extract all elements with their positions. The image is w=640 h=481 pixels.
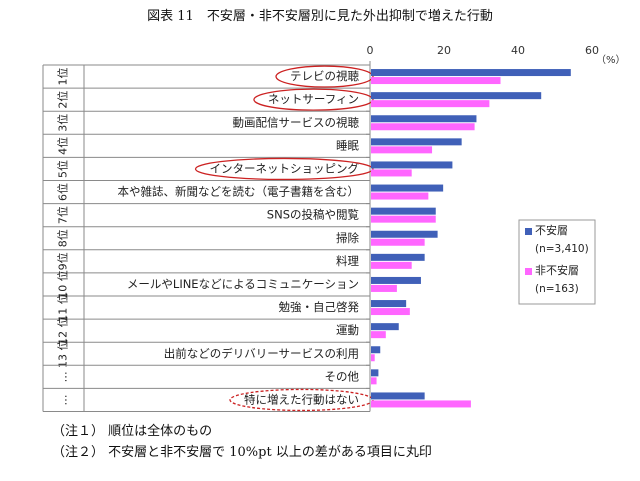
bar-series2 xyxy=(371,77,501,85)
bar-series2 xyxy=(371,284,397,292)
legend-series-n: (n=3,410) xyxy=(535,243,589,255)
bar-series2 xyxy=(371,169,412,177)
bar-series2 xyxy=(371,123,475,131)
rank-label: 3位 xyxy=(56,114,70,132)
bar-series2 xyxy=(371,146,433,154)
x-tick-label-3: 60 xyxy=(585,44,599,57)
rank-label: … xyxy=(57,394,70,405)
rank-label: 6位 xyxy=(56,183,70,201)
legend-series-n: (n=163) xyxy=(535,283,579,295)
rank-label: … xyxy=(57,371,70,382)
bar-series2 xyxy=(371,192,429,200)
bar-series1 xyxy=(371,300,407,308)
rank-label: 13 位 xyxy=(56,340,70,369)
note-2: （注２） 不安層と非不安層で 10%pt 以上の差がある項目に丸印 xyxy=(52,445,432,460)
legend-series-name: 非不安層 xyxy=(535,263,579,277)
bar-series2 xyxy=(371,331,386,339)
rank-label: 7位 xyxy=(56,206,70,224)
category-label: 本や雑誌、新聞などを読む（電子書籍を含む） xyxy=(118,185,360,199)
note-1: （注１） 順位は全体のもの xyxy=(52,424,213,439)
rank-label: 8位 xyxy=(56,229,70,247)
rank-label: 9位 xyxy=(56,252,70,270)
bar-series2 xyxy=(371,100,490,108)
rank-label: 4位 xyxy=(56,137,70,155)
rank-label: 5位 xyxy=(56,160,70,178)
highlight-ellipse xyxy=(194,157,374,181)
category-label: 勉強・自己啓発 xyxy=(279,300,360,314)
category-label: テレビの視聴 xyxy=(290,69,359,83)
bar-series1 xyxy=(371,207,436,215)
bar-series1 xyxy=(371,161,453,169)
bar-series2 xyxy=(371,238,425,246)
rank-label: 2位 xyxy=(56,91,70,109)
category-label: 睡眠 xyxy=(336,138,359,152)
category-label: メールやLINEなどによるコミュニケーション xyxy=(127,277,359,291)
x-tick-label-0: 0 xyxy=(367,44,374,57)
bar-series2 xyxy=(371,215,436,223)
rank-label: 10 位 xyxy=(56,270,70,299)
bar-series1 xyxy=(371,230,438,238)
category-label: インターネットショッピング xyxy=(210,161,360,175)
highlight-ellipse xyxy=(275,65,374,88)
category-label: 運動 xyxy=(336,323,359,337)
bar-series1 xyxy=(371,69,571,77)
category-label: SNSの投稿や閲覧 xyxy=(267,208,359,222)
rank-label: 1位 xyxy=(56,68,70,86)
category-label: 特に増えた行動はない xyxy=(244,392,359,406)
chart: 図表 11 不安層・非不安層別に見た外出抑制で増えた行動 0 20 40 60（%） 1位… xyxy=(42,9,626,412)
x-tick-label-2: 40 xyxy=(511,44,525,57)
bar-series1 xyxy=(371,253,425,261)
rank-label: 12 位 xyxy=(56,316,70,345)
bar-series2 xyxy=(371,377,377,385)
bar-series1 xyxy=(371,115,477,123)
bar-series1 xyxy=(371,392,425,400)
bar-series2 xyxy=(371,308,410,316)
bar-series2 xyxy=(371,261,412,269)
rank-label: 11 位 xyxy=(56,293,70,322)
category-label: 料理 xyxy=(336,254,359,268)
x-tick-label-1: 20 xyxy=(437,44,451,57)
legend-swatch xyxy=(525,228,532,235)
legend-swatch xyxy=(525,268,532,275)
legend-series-name: 不安層 xyxy=(535,223,568,237)
bar-series1 xyxy=(371,276,421,284)
bar-series1 xyxy=(371,92,542,100)
bar-series1 xyxy=(371,323,399,331)
highlight-ellipse xyxy=(229,388,374,412)
category-label: 出前などのデリバリーサービスの利用 xyxy=(164,346,359,360)
bar-series1 xyxy=(371,184,444,192)
category-label: 動画配信サービスの視聴 xyxy=(233,115,360,129)
category-label: その他 xyxy=(325,369,360,383)
bar-series2 xyxy=(371,354,375,362)
x-unit-label: （%） xyxy=(596,54,626,66)
bar-series1 xyxy=(371,138,462,146)
bar-series1 xyxy=(371,346,381,354)
chart-title: 図表 11 不安層・非不安層別に見た外出抑制で増えた行動 xyxy=(147,9,493,24)
category-label: ネットサーフィン xyxy=(268,92,359,106)
highlight-ellipse xyxy=(253,88,374,111)
bar-series1 xyxy=(371,369,379,377)
category-label: 掃除 xyxy=(336,231,359,245)
bar-series2 xyxy=(371,400,471,408)
